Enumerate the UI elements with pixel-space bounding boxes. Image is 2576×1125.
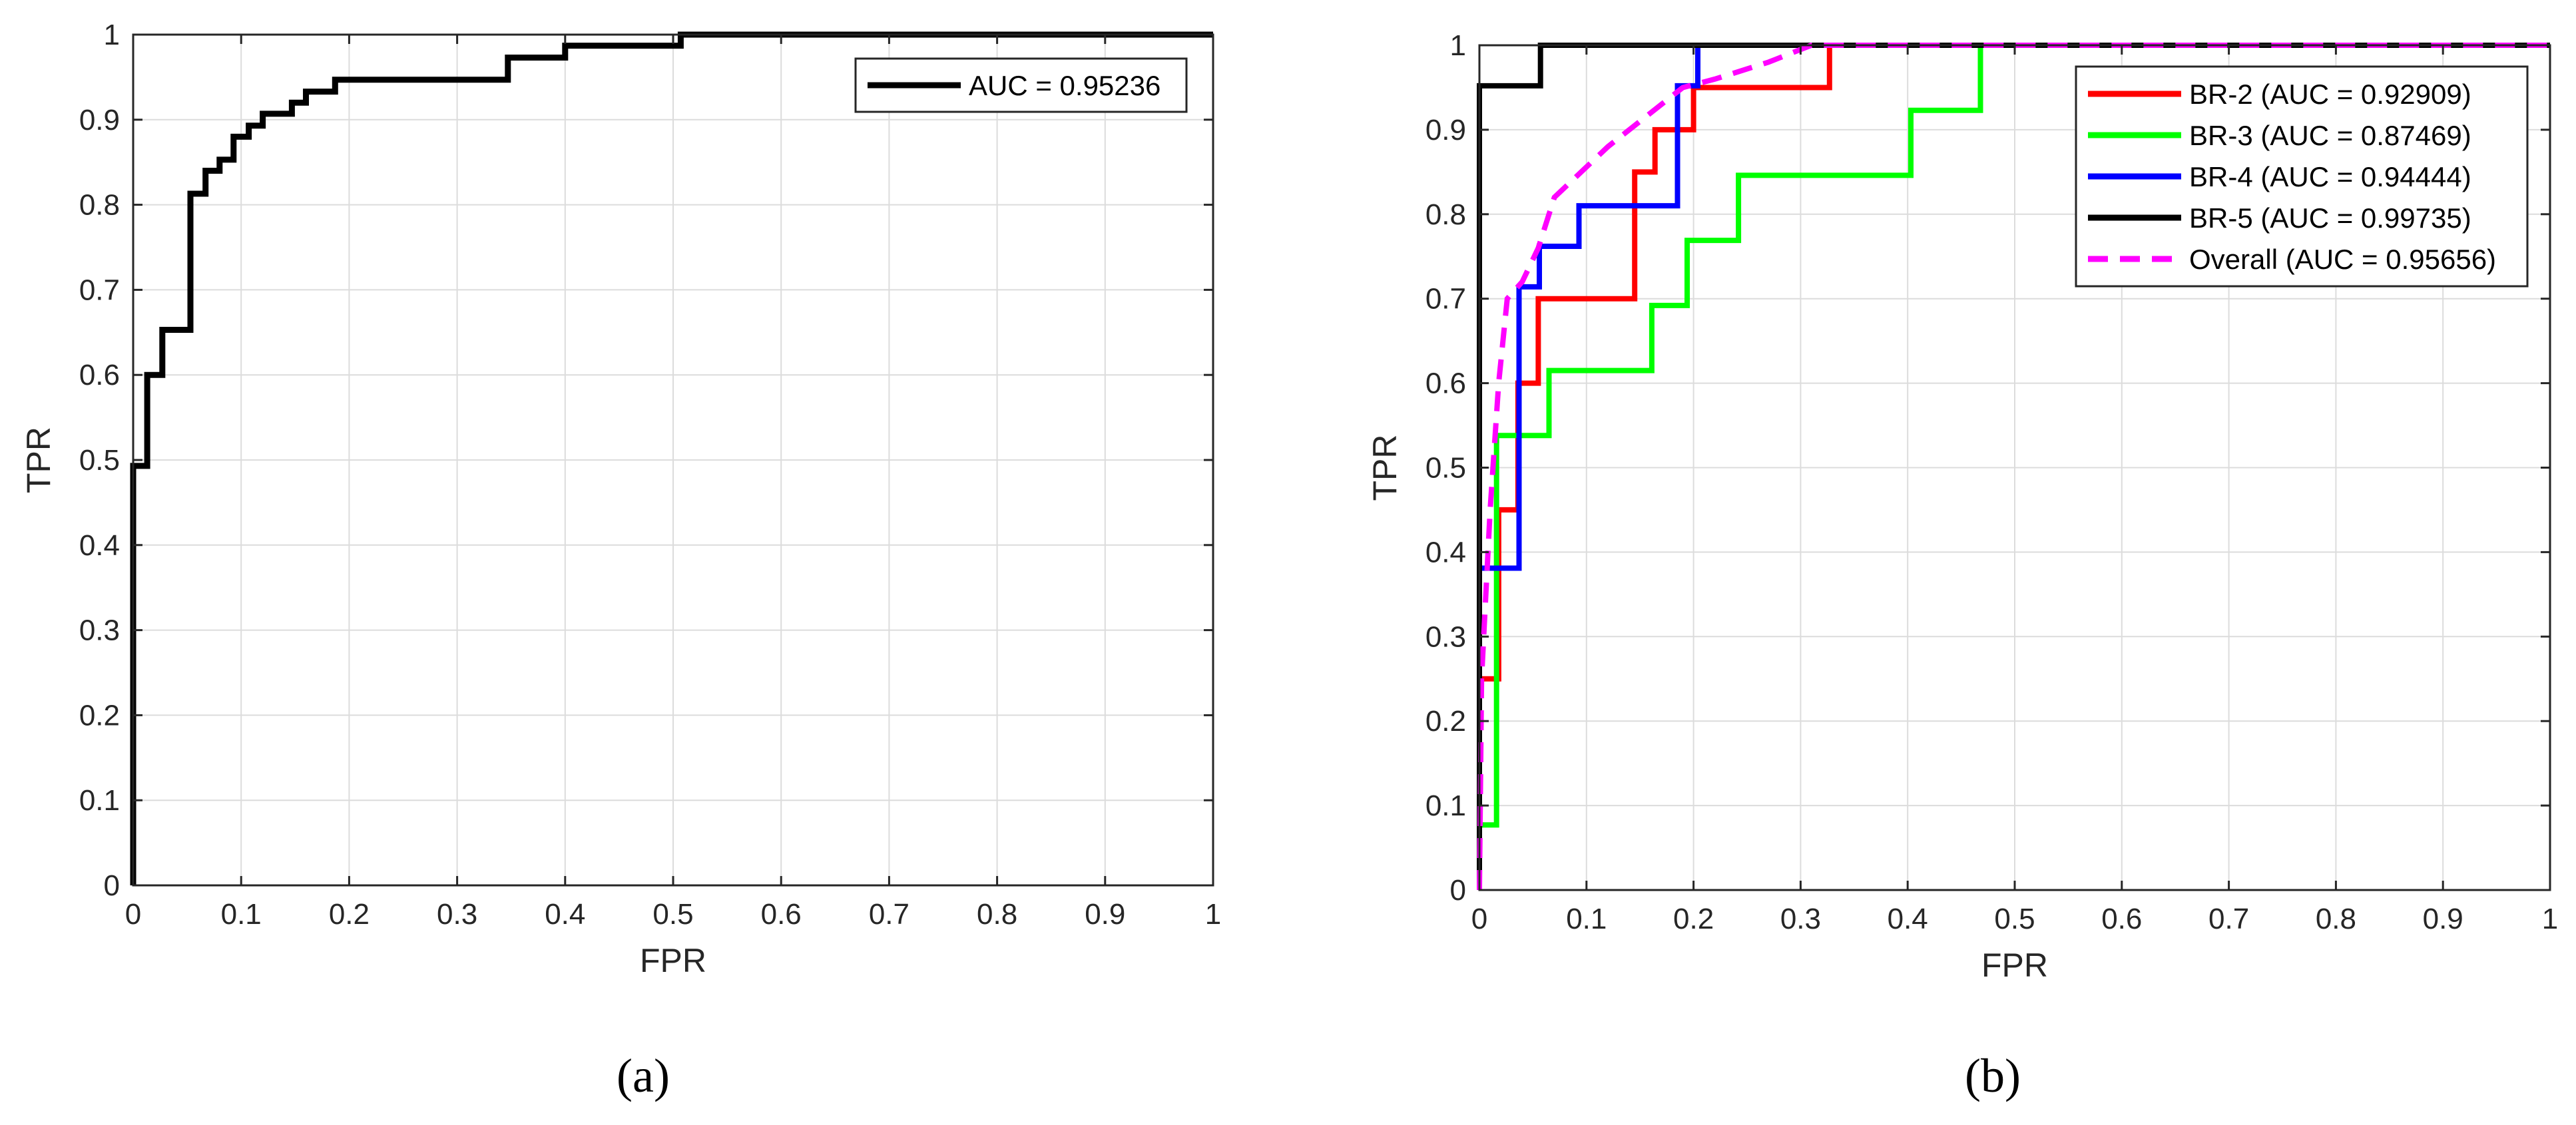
y-tick-label: 1	[1450, 29, 1466, 62]
y-tick-label: 0.6	[79, 359, 120, 391]
y-tick-label: 0.8	[79, 189, 120, 222]
legend-label: AUC = 0.95236	[969, 70, 1160, 101]
y-tick-label: 0.5	[79, 444, 120, 477]
x-tick-label: 0.1	[1566, 903, 1607, 935]
x-tick-label: 0.4	[545, 898, 585, 931]
y-tick-label: 0.7	[1425, 283, 1466, 316]
y-tick-label: 0.1	[1425, 789, 1466, 822]
chart-a: 0 0.1 0.2 0.3 0.4 0.5 0.6 0.7 0.8 0.9 1 0 0.1 0.2 0.3 0…	[20, 19, 1221, 1102]
x-tick-label: 0.8	[2316, 903, 2356, 935]
series-line-2	[1477, 43, 2550, 890]
subfigure-caption: (a)	[617, 1049, 670, 1102]
x-tick-label: 1	[1205, 898, 1221, 931]
y-tick-label: 0.7	[79, 274, 120, 306]
legend-label: BR-3 (AUC = 0.87469)	[2189, 120, 2471, 151]
x-tick-label: 1	[2542, 903, 2558, 935]
x-tick-label: 0.9	[2423, 903, 2463, 935]
y-tick-label: 0.1	[79, 784, 120, 817]
grid	[133, 35, 1213, 885]
x-tick-label: 0.8	[977, 898, 1017, 931]
series-line-0	[130, 31, 1213, 885]
x-tick-label: 0.4	[1888, 903, 1928, 935]
y-tick-label: 1	[104, 19, 120, 51]
y-tick-label: 0.6	[1425, 367, 1466, 400]
y-tick-label: 0.2	[1425, 705, 1466, 738]
x-axis-label: FPR	[1981, 947, 2048, 984]
x-tick-label: 0.7	[2208, 903, 2249, 935]
x-tick-label: 0.7	[869, 898, 909, 931]
y-tick-label: 0.9	[79, 104, 120, 136]
x-tick-label: 0.9	[1085, 898, 1125, 931]
y-tick-label: 0.8	[1425, 198, 1466, 231]
legend-label: Overall (AUC = 0.95656)	[2189, 244, 2496, 275]
x-tick-label: 0.3	[1780, 903, 1821, 935]
y-tick-label: 0	[104, 869, 120, 902]
legend-label: BR-4 (AUC = 0.94444)	[2189, 161, 2471, 192]
legend: BR-2 (AUC = 0.92909) BR-3 (AUC = 0.87469)…	[2075, 65, 2529, 288]
x-axis-label: FPR	[640, 942, 706, 979]
y-tick-label: 0.3	[79, 614, 120, 647]
y-tick-label: 0.2	[79, 699, 120, 732]
series-group	[130, 31, 1213, 885]
y-tick-label: 0.9	[1425, 114, 1466, 146]
y-tick-label: 0.4	[1425, 536, 1466, 568]
series-line-1	[1477, 43, 2550, 890]
y-axis-label: TPR	[20, 427, 57, 493]
x-tick-label: 0.1	[221, 898, 262, 931]
y-tick-label: 0.4	[79, 529, 120, 562]
y-tick-label: 0.3	[1425, 620, 1466, 653]
x-tick-label: 0.6	[761, 898, 802, 931]
x-tick-label: 0.2	[329, 898, 370, 931]
y-tick-label: 0	[1450, 874, 1466, 907]
legend-label: BR-2 (AUC = 0.92909)	[2189, 79, 2471, 110]
x-tick-label: 0.2	[1673, 903, 1714, 935]
series-line-4	[1477, 43, 2550, 891]
x-tick-label: 0.5	[1994, 903, 2035, 935]
legend: AUC = 0.95236	[854, 57, 1188, 113]
x-tick-label: 0	[125, 898, 141, 931]
x-tick-label: 0	[1471, 903, 1487, 935]
legend-label: BR-5 (AUC = 0.99735)	[2189, 202, 2471, 234]
x-tick-label: 0.5	[652, 898, 693, 931]
y-axis-label: TPR	[1366, 435, 1404, 501]
x-tick-label: 0.3	[437, 898, 477, 931]
x-tick-label: 0.6	[2101, 903, 2142, 935]
y-tick-label: 0.5	[1425, 452, 1466, 485]
subfigure-caption: (b)	[1965, 1049, 2021, 1102]
chart-b: 0 0.1 0.2 0.3 0.4 0.5 0.6 0.7 0.8 0.9 1 0 0.1 0.2 0.3 0…	[1366, 29, 2558, 1102]
